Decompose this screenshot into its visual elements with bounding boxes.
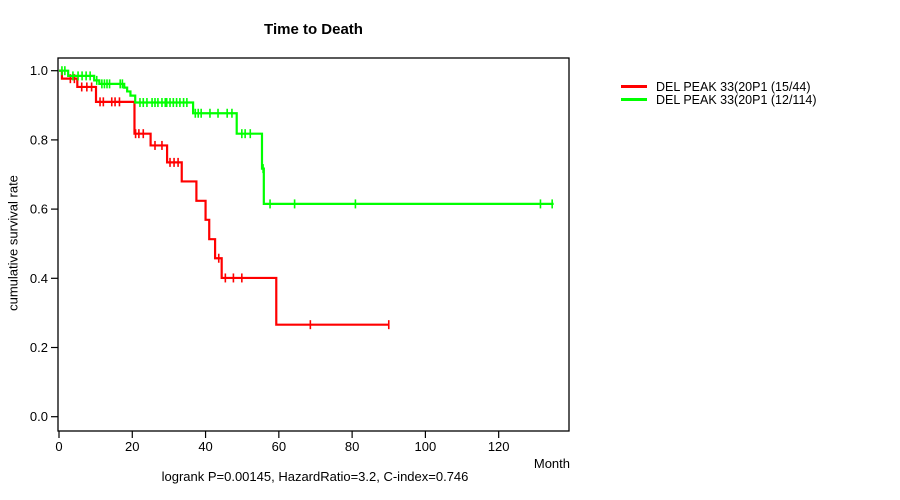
y-tick-label: 0.8 (30, 132, 48, 147)
legend-label: DEL PEAK 33(20P1 (12/114) (656, 92, 817, 107)
x-tick-label: 20 (125, 439, 139, 454)
stats-annotation: logrank P=0.00145, HazardRatio=3.2, C-in… (161, 469, 469, 484)
y-tick-label: 0.2 (30, 340, 48, 355)
survival-curve-red (59, 69, 389, 326)
y-tick-label: 0.0 (30, 409, 48, 424)
y-tick-label: 0.4 (30, 271, 48, 286)
survival-curve-green (59, 69, 554, 206)
y-tick-label: 0.6 (30, 202, 48, 217)
y-tick-label: 1.0 (30, 63, 48, 78)
x-axis-title: Month (533, 456, 570, 471)
chart-title: Time to Death (264, 21, 363, 38)
x-tick-label: 100 (415, 439, 437, 454)
x-tick-label: 120 (488, 439, 510, 454)
x-tick-label: 60 (272, 439, 286, 454)
x-tick-label: 0 (55, 439, 62, 454)
legend-label: DEL PEAK 33(20P1 (15/44) (656, 79, 811, 94)
x-tick-label: 80 (345, 439, 359, 454)
legend-item: DEL PEAK 33(20P1 (15/44) (621, 79, 817, 94)
plot-frame (57, 57, 570, 432)
legend-line-swatch (621, 98, 647, 101)
legend: DEL PEAK 33(20P1 (15/44) DEL PEAK 33(20P1… (621, 79, 817, 107)
legend-item: DEL PEAK 33(20P1 (12/114) (621, 92, 817, 107)
legend-line-swatch (621, 85, 647, 88)
x-tick-label: 40 (198, 439, 212, 454)
